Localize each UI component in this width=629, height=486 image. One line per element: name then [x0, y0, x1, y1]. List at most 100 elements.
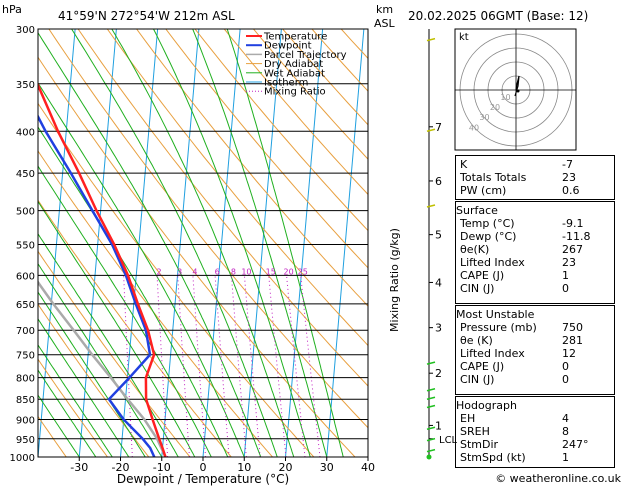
- surface-value: 23: [562, 256, 576, 269]
- surface-value: -11.8: [562, 230, 591, 243]
- surface-label: Lifted Index: [460, 256, 525, 269]
- plot-area: 1 2 3 4 6 8 10 15 20 25: [38, 29, 368, 457]
- datetime-label: 20.02.2025 06GMT (Base: 12): [408, 9, 588, 23]
- most-unstable-label: Lifted Index: [460, 347, 525, 360]
- wind-barb: [426, 128, 436, 132]
- most-unstable-value: 0: [562, 360, 569, 373]
- mixing-ratio-axis-title: Mixing Ratio (g/kg): [388, 228, 401, 332]
- surface-value: 0: [562, 282, 569, 295]
- pressure-tick-label: 600: [16, 271, 35, 282]
- surface-label: CAPE (J): [460, 269, 505, 282]
- pressure-tick-label: 700: [16, 326, 35, 337]
- hodograph-label: StmSpd (kt): [460, 451, 526, 464]
- dry-adiabat-line: [48, 29, 368, 429]
- mixing-ratio-label: 20: [283, 267, 293, 276]
- legend-entry: Temperature: [263, 32, 327, 43]
- pressure-tick-label: 850: [16, 395, 35, 406]
- x-tick-label: 20: [279, 461, 293, 474]
- wind-barb: [426, 426, 436, 431]
- hodograph-title: Hodograph: [456, 399, 517, 412]
- surface-label: Dewp (°C): [460, 230, 517, 243]
- location-label: 41°59'N 272°54'W 212m ASL: [58, 9, 235, 23]
- x-tick-label: 40: [361, 461, 375, 474]
- indices-box: K -7 Totals Totals 23 PW (cm) 0.6: [455, 155, 615, 200]
- hodograph-row: StmSpd (kt) 1: [456, 451, 614, 464]
- most-unstable-row: Lifted Index 12: [456, 347, 614, 360]
- index-value: -7: [562, 158, 573, 171]
- most-unstable-label: θe (K): [460, 334, 493, 347]
- wind-barb: [426, 388, 436, 392]
- hodograph-unit: kt: [459, 32, 469, 43]
- km-tick-label: 2: [435, 367, 442, 380]
- index-row: PW (cm) 0.6: [456, 184, 614, 197]
- pressure-tick-label: 950: [16, 435, 35, 446]
- dry-adiabat-line: [223, 29, 368, 196]
- surface-row: Temp (°C) -9.1: [456, 217, 614, 230]
- hodograph-row: EH 4: [456, 412, 614, 425]
- wind-barb: [426, 361, 436, 365]
- wind-barb: [426, 37, 436, 42]
- pressure-tick-label: 800: [16, 374, 35, 385]
- x-tick-label: -30: [70, 461, 88, 474]
- wet-adiabat-line: [38, 318, 130, 457]
- index-label: Totals Totals: [460, 171, 527, 184]
- dry-adiabat-line: [77, 29, 368, 387]
- index-value: 0.6: [562, 184, 580, 197]
- x-axis-title: Dewpoint / Temperature (°C): [117, 472, 289, 486]
- height-axis: 1 2 3 4 5 6 7 LCL: [426, 29, 458, 460]
- pressure-tick-label: 500: [16, 207, 35, 218]
- most-unstable-label: CAPE (J): [460, 360, 505, 373]
- isotherm-line: [202, 29, 241, 457]
- hodograph-label: EH: [460, 412, 476, 425]
- storm-motion-marker: [516, 89, 520, 93]
- hodograph-trace: [514, 75, 520, 97]
- surface-label: Temp (°C): [460, 217, 515, 230]
- hodograph-ring-label: 40: [469, 123, 479, 132]
- pressure-tick-label: 1000: [10, 453, 35, 464]
- hodograph-label: StmDir: [460, 438, 499, 451]
- km-label: km: [376, 3, 393, 16]
- legend-entry: Wet Adiabat: [264, 68, 325, 79]
- wet-adiabat-line: [38, 344, 113, 457]
- index-label: K: [460, 158, 468, 171]
- surface-value: 1: [562, 269, 569, 282]
- wind-barb: [426, 204, 436, 208]
- pressure-tick-label: 750: [16, 351, 35, 362]
- hodograph-row: StmDir 247°: [456, 438, 614, 451]
- surface-box: Surface Temp (°C) -9.1 Dewp (°C) -11.8 θe(K)…: [455, 201, 615, 304]
- dry-adiabat-line: [165, 29, 368, 269]
- mixing-ratio-label: 15: [266, 267, 276, 276]
- x-tick-label: -20: [112, 461, 130, 474]
- mixing-ratio-line: [177, 275, 190, 457]
- pressure-tick-label: 900: [16, 416, 35, 427]
- surface-title: Surface: [456, 204, 498, 217]
- surface-value: 267: [562, 243, 583, 256]
- surface-value: -9.1: [562, 217, 584, 230]
- index-row: Totals Totals 23: [456, 171, 614, 184]
- lcl-label: LCL: [439, 435, 458, 446]
- mixing-ratio-label: 2: [157, 267, 162, 276]
- hodograph-ring-label: 10: [500, 93, 510, 102]
- wind-barb: [426, 437, 436, 442]
- x-tick-label: 10: [237, 461, 251, 474]
- asl-label: ASL: [374, 17, 396, 30]
- legend-entry: Dry Adiabat: [264, 59, 323, 70]
- dewpoint-line: [38, 113, 156, 457]
- km-tick-label: 1: [435, 419, 442, 432]
- hodograph-ring-label: 30: [479, 113, 489, 122]
- most-unstable-row: CAPE (J) 0: [456, 360, 614, 373]
- hodograph-row: SREH 8: [456, 425, 614, 438]
- hodograph-value: 1: [562, 451, 569, 464]
- surface-row: Lifted Index 23: [456, 256, 614, 269]
- isotherm-line: [285, 29, 324, 457]
- hodograph-label: SREH: [460, 425, 490, 438]
- most-unstable-value: 12: [562, 347, 576, 360]
- km-tick-label: 5: [435, 229, 442, 242]
- surface-row: CIN (J) 0: [456, 282, 614, 295]
- most-unstable-title: Most Unstable: [456, 308, 535, 321]
- hodograph-box: Hodograph EH 4 SREH 8 StmDir 247° StmSpd (kt) 1: [455, 396, 615, 468]
- mixing-ratio-line: [230, 275, 247, 457]
